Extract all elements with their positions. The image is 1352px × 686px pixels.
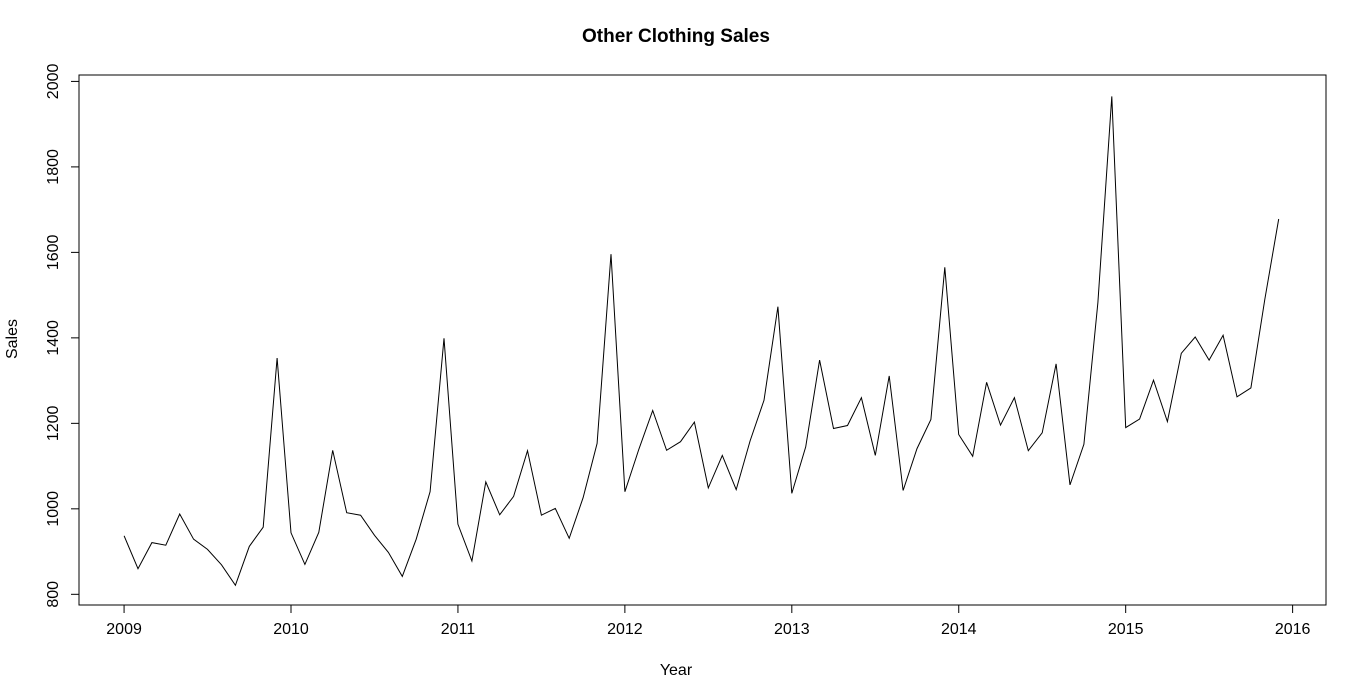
x-tick-label: 2009 xyxy=(106,621,142,638)
series-line xyxy=(123,96,1280,587)
y-tick-label: 1600 xyxy=(45,234,62,270)
x-tick-label: 2016 xyxy=(1275,621,1311,638)
x-tick-label: 2014 xyxy=(941,621,977,638)
chart-title: Other Clothing Sales xyxy=(582,26,770,47)
y-tick-label: 2000 xyxy=(45,64,62,100)
x-tick-label: 2010 xyxy=(273,621,309,638)
x-tick-label: 2012 xyxy=(607,621,643,638)
x-axis: 2009 2010 2011 2012 2013 2014 2015 2016 xyxy=(106,604,1311,638)
plot-frame xyxy=(78,74,1327,606)
x-tick-label: 2013 xyxy=(774,621,810,638)
x-axis-label: Year xyxy=(659,662,693,679)
y-tick-label: 1800 xyxy=(45,149,62,185)
y-tick-label: 800 xyxy=(45,581,62,608)
y-axis: 800 1000 1200 1400 1600 1800 2000 xyxy=(45,64,80,608)
x-tick-label: 2011 xyxy=(441,621,476,638)
y-tick-label: 1200 xyxy=(45,405,62,441)
x-tick-label: 2015 xyxy=(1108,621,1144,638)
y-tick-label: 1000 xyxy=(45,491,62,527)
y-tick-label: 1400 xyxy=(45,320,62,356)
